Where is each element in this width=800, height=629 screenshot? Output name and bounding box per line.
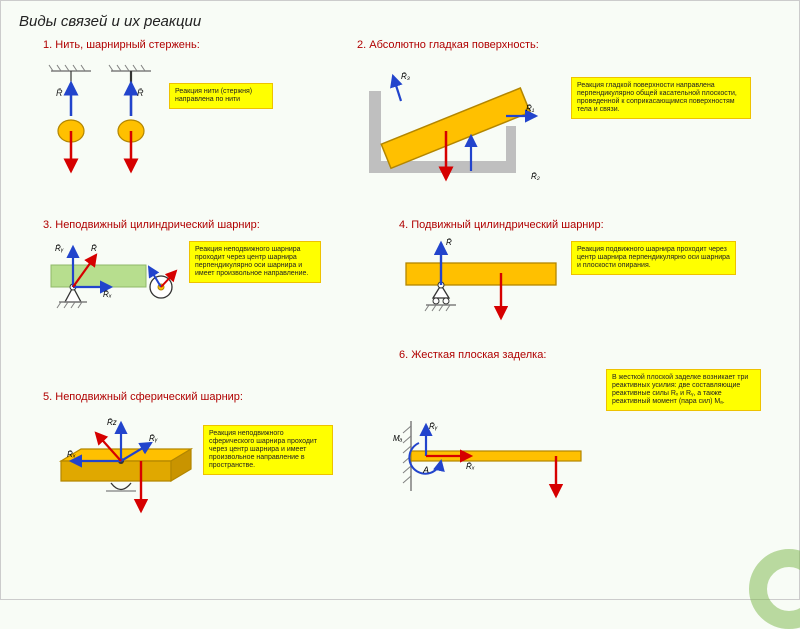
- heading-5: 5. Неподвижный сферический шарнир:: [43, 391, 243, 403]
- heading-3: 3. Неподвижный цилиндрический шарнир:: [43, 219, 260, 231]
- svg-text:R̄₁: R̄₁: [526, 104, 535, 113]
- page-title: Виды связей и их реакции: [19, 13, 781, 30]
- svg-text:R̄ₓ: R̄ₓ: [103, 290, 112, 299]
- svg-text:R̄: R̄: [91, 244, 97, 253]
- corner-decoration: [749, 549, 800, 629]
- diagram-6: R̄ᵧ R̄ₓ Mₐ A: [371, 411, 596, 511]
- svg-text:Mₐ: Mₐ: [393, 434, 403, 443]
- svg-text:R̄₂: R̄₂: [531, 172, 540, 181]
- diagram-2: R̄₃ R̄₁ R̄₂: [351, 61, 561, 191]
- diagram-4: R̄: [396, 233, 566, 328]
- note-6: В жесткой плоской заделке возникает три …: [606, 369, 761, 411]
- svg-text:A: A: [422, 465, 429, 475]
- svg-text:R̄z: R̄z: [107, 418, 117, 427]
- note-3: Реакция неподвижного шарнира проходит че…: [189, 241, 321, 283]
- svg-text:R̄ᵧ: R̄ᵧ: [429, 422, 438, 431]
- note-4: Реакция подвижного шарнира проходит чере…: [571, 241, 736, 275]
- svg-text:R̄: R̄: [56, 88, 63, 98]
- svg-text:R̄ₓ: R̄ₓ: [67, 450, 76, 459]
- svg-text:R̄ᵧ: R̄ᵧ: [55, 244, 64, 253]
- note-2: Реакция гладкой поверхности направлена п…: [571, 77, 751, 119]
- svg-text:R̄: R̄: [137, 88, 144, 98]
- heading-1: 1. Нить, шарнирный стержень:: [43, 39, 200, 51]
- note-5: Реакция неподвижного сферического шарнир…: [203, 425, 333, 475]
- note-1: Реакция нити (стержня) направлена по нит…: [169, 83, 273, 109]
- diagram-3: R̄ᵧ R̄ₓ R̄: [41, 237, 181, 327]
- heading-2: 2. Абсолютно гладкая поверхность:: [357, 39, 539, 51]
- diagram-5: R̄z R̄ₓ R̄ᵧ: [41, 411, 201, 531]
- heading-6: 6. Жесткая плоская заделка:: [399, 349, 546, 361]
- diagram-1: R̄ R̄: [41, 61, 161, 181]
- svg-text:R̄ₓ: R̄ₓ: [466, 462, 475, 471]
- svg-text:R̄: R̄: [446, 238, 452, 247]
- svg-text:R̄ᵧ: R̄ᵧ: [149, 434, 158, 443]
- heading-4: 4. Подвижный цилиндрический шарнир:: [399, 219, 604, 231]
- svg-text:R̄₃: R̄₃: [401, 72, 410, 81]
